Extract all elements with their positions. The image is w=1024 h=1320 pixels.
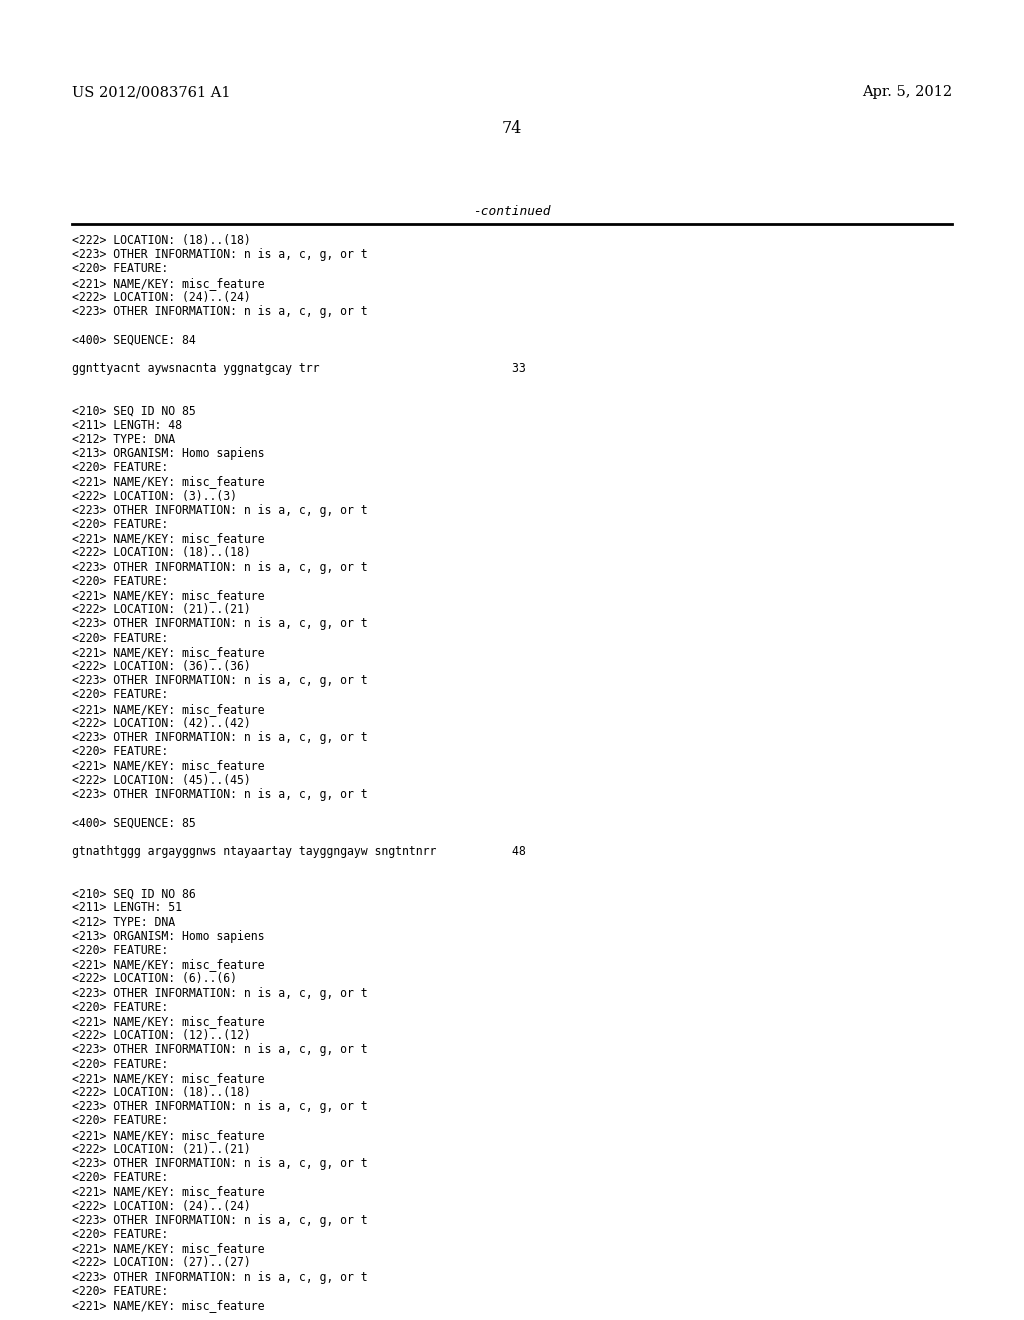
Text: <221> NAME/KEY: misc_feature: <221> NAME/KEY: misc_feature <box>72 1242 264 1255</box>
Text: <223> OTHER INFORMATION: n is a, c, g, or t: <223> OTHER INFORMATION: n is a, c, g, o… <box>72 731 368 744</box>
Text: <220> FEATURE:: <220> FEATURE: <box>72 1228 168 1241</box>
Text: <223> OTHER INFORMATION: n is a, c, g, or t: <223> OTHER INFORMATION: n is a, c, g, o… <box>72 1214 368 1226</box>
Text: <222> LOCATION: (3)..(3): <222> LOCATION: (3)..(3) <box>72 490 237 503</box>
Text: Apr. 5, 2012: Apr. 5, 2012 <box>862 84 952 99</box>
Text: <211> LENGTH: 48: <211> LENGTH: 48 <box>72 418 182 432</box>
Text: <223> OTHER INFORMATION: n is a, c, g, or t: <223> OTHER INFORMATION: n is a, c, g, o… <box>72 1271 368 1283</box>
Text: <222> LOCATION: (45)..(45): <222> LOCATION: (45)..(45) <box>72 774 251 787</box>
Text: <222> LOCATION: (18)..(18): <222> LOCATION: (18)..(18) <box>72 1086 251 1100</box>
Text: <222> LOCATION: (6)..(6): <222> LOCATION: (6)..(6) <box>72 973 237 986</box>
Text: <221> NAME/KEY: misc_feature: <221> NAME/KEY: misc_feature <box>72 475 264 488</box>
Text: <400> SEQUENCE: 85: <400> SEQUENCE: 85 <box>72 816 196 829</box>
Text: <213> ORGANISM: Homo sapiens: <213> ORGANISM: Homo sapiens <box>72 447 264 459</box>
Text: <223> OTHER INFORMATION: n is a, c, g, or t: <223> OTHER INFORMATION: n is a, c, g, o… <box>72 1043 368 1056</box>
Text: <221> NAME/KEY: misc_feature: <221> NAME/KEY: misc_feature <box>72 1185 264 1199</box>
Text: <221> NAME/KEY: misc_feature: <221> NAME/KEY: misc_feature <box>72 958 264 972</box>
Text: <222> LOCATION: (24)..(24): <222> LOCATION: (24)..(24) <box>72 1200 251 1213</box>
Text: <223> OTHER INFORMATION: n is a, c, g, or t: <223> OTHER INFORMATION: n is a, c, g, o… <box>72 248 368 261</box>
Text: <223> OTHER INFORMATION: n is a, c, g, or t: <223> OTHER INFORMATION: n is a, c, g, o… <box>72 305 368 318</box>
Text: <222> LOCATION: (24)..(24): <222> LOCATION: (24)..(24) <box>72 290 251 304</box>
Text: <222> LOCATION: (42)..(42): <222> LOCATION: (42)..(42) <box>72 717 251 730</box>
Text: <223> OTHER INFORMATION: n is a, c, g, or t: <223> OTHER INFORMATION: n is a, c, g, o… <box>72 504 368 517</box>
Text: ggnttyacnt aywsnacnta yggnatgcay trr                            33: ggnttyacnt aywsnacnta yggnatgcay trr 33 <box>72 362 525 375</box>
Text: <222> LOCATION: (18)..(18): <222> LOCATION: (18)..(18) <box>72 546 251 560</box>
Text: <220> FEATURE:: <220> FEATURE: <box>72 1057 168 1071</box>
Text: <221> NAME/KEY: misc_feature: <221> NAME/KEY: misc_feature <box>72 702 264 715</box>
Text: <220> FEATURE:: <220> FEATURE: <box>72 1001 168 1014</box>
Text: <221> NAME/KEY: misc_feature: <221> NAME/KEY: misc_feature <box>72 1015 264 1028</box>
Text: <220> FEATURE:: <220> FEATURE: <box>72 461 168 474</box>
Text: <222> LOCATION: (12)..(12): <222> LOCATION: (12)..(12) <box>72 1030 251 1043</box>
Text: <223> OTHER INFORMATION: n is a, c, g, or t: <223> OTHER INFORMATION: n is a, c, g, o… <box>72 618 368 631</box>
Text: <223> OTHER INFORMATION: n is a, c, g, or t: <223> OTHER INFORMATION: n is a, c, g, o… <box>72 561 368 574</box>
Text: <220> FEATURE:: <220> FEATURE: <box>72 944 168 957</box>
Text: 74: 74 <box>502 120 522 137</box>
Text: <220> FEATURE:: <220> FEATURE: <box>72 689 168 701</box>
Text: <223> OTHER INFORMATION: n is a, c, g, or t: <223> OTHER INFORMATION: n is a, c, g, o… <box>72 788 368 801</box>
Text: <223> OTHER INFORMATION: n is a, c, g, or t: <223> OTHER INFORMATION: n is a, c, g, o… <box>72 986 368 999</box>
Text: <220> FEATURE:: <220> FEATURE: <box>72 517 168 531</box>
Text: <221> NAME/KEY: misc_feature: <221> NAME/KEY: misc_feature <box>72 1299 264 1312</box>
Text: <223> OTHER INFORMATION: n is a, c, g, or t: <223> OTHER INFORMATION: n is a, c, g, o… <box>72 675 368 688</box>
Text: gtnathtggg argayggnws ntayaartay tayggngayw sngtntnrr           48: gtnathtggg argayggnws ntayaartay tayggng… <box>72 845 525 858</box>
Text: <222> LOCATION: (21)..(21): <222> LOCATION: (21)..(21) <box>72 603 251 616</box>
Text: <222> LOCATION: (21)..(21): <222> LOCATION: (21)..(21) <box>72 1143 251 1156</box>
Text: <221> NAME/KEY: misc_feature: <221> NAME/KEY: misc_feature <box>72 1129 264 1142</box>
Text: <220> FEATURE:: <220> FEATURE: <box>72 746 168 758</box>
Text: <223> OTHER INFORMATION: n is a, c, g, or t: <223> OTHER INFORMATION: n is a, c, g, o… <box>72 1100 368 1113</box>
Text: <221> NAME/KEY: misc_feature: <221> NAME/KEY: misc_feature <box>72 645 264 659</box>
Text: <210> SEQ ID NO 86: <210> SEQ ID NO 86 <box>72 887 196 900</box>
Text: <221> NAME/KEY: misc_feature: <221> NAME/KEY: misc_feature <box>72 759 264 772</box>
Text: <221> NAME/KEY: misc_feature: <221> NAME/KEY: misc_feature <box>72 532 264 545</box>
Text: <220> FEATURE:: <220> FEATURE: <box>72 1114 168 1127</box>
Text: <222> LOCATION: (27)..(27): <222> LOCATION: (27)..(27) <box>72 1257 251 1270</box>
Text: <222> LOCATION: (18)..(18): <222> LOCATION: (18)..(18) <box>72 234 251 247</box>
Text: <400> SEQUENCE: 84: <400> SEQUENCE: 84 <box>72 334 196 346</box>
Text: <212> TYPE: DNA: <212> TYPE: DNA <box>72 433 175 446</box>
Text: <221> NAME/KEY: misc_feature: <221> NAME/KEY: misc_feature <box>72 589 264 602</box>
Text: <220> FEATURE:: <220> FEATURE: <box>72 1284 168 1298</box>
Text: <221> NAME/KEY: misc_feature: <221> NAME/KEY: misc_feature <box>72 277 264 289</box>
Text: <212> TYPE: DNA: <212> TYPE: DNA <box>72 916 175 928</box>
Text: -continued: -continued <box>473 205 551 218</box>
Text: <220> FEATURE:: <220> FEATURE: <box>72 1171 168 1184</box>
Text: <221> NAME/KEY: misc_feature: <221> NAME/KEY: misc_feature <box>72 1072 264 1085</box>
Text: <220> FEATURE:: <220> FEATURE: <box>72 574 168 587</box>
Text: <223> OTHER INFORMATION: n is a, c, g, or t: <223> OTHER INFORMATION: n is a, c, g, o… <box>72 1158 368 1170</box>
Text: <222> LOCATION: (36)..(36): <222> LOCATION: (36)..(36) <box>72 660 251 673</box>
Text: US 2012/0083761 A1: US 2012/0083761 A1 <box>72 84 230 99</box>
Text: <220> FEATURE:: <220> FEATURE: <box>72 631 168 644</box>
Text: <211> LENGTH: 51: <211> LENGTH: 51 <box>72 902 182 915</box>
Text: <220> FEATURE:: <220> FEATURE: <box>72 263 168 276</box>
Text: <213> ORGANISM: Homo sapiens: <213> ORGANISM: Homo sapiens <box>72 929 264 942</box>
Text: <210> SEQ ID NO 85: <210> SEQ ID NO 85 <box>72 404 196 417</box>
